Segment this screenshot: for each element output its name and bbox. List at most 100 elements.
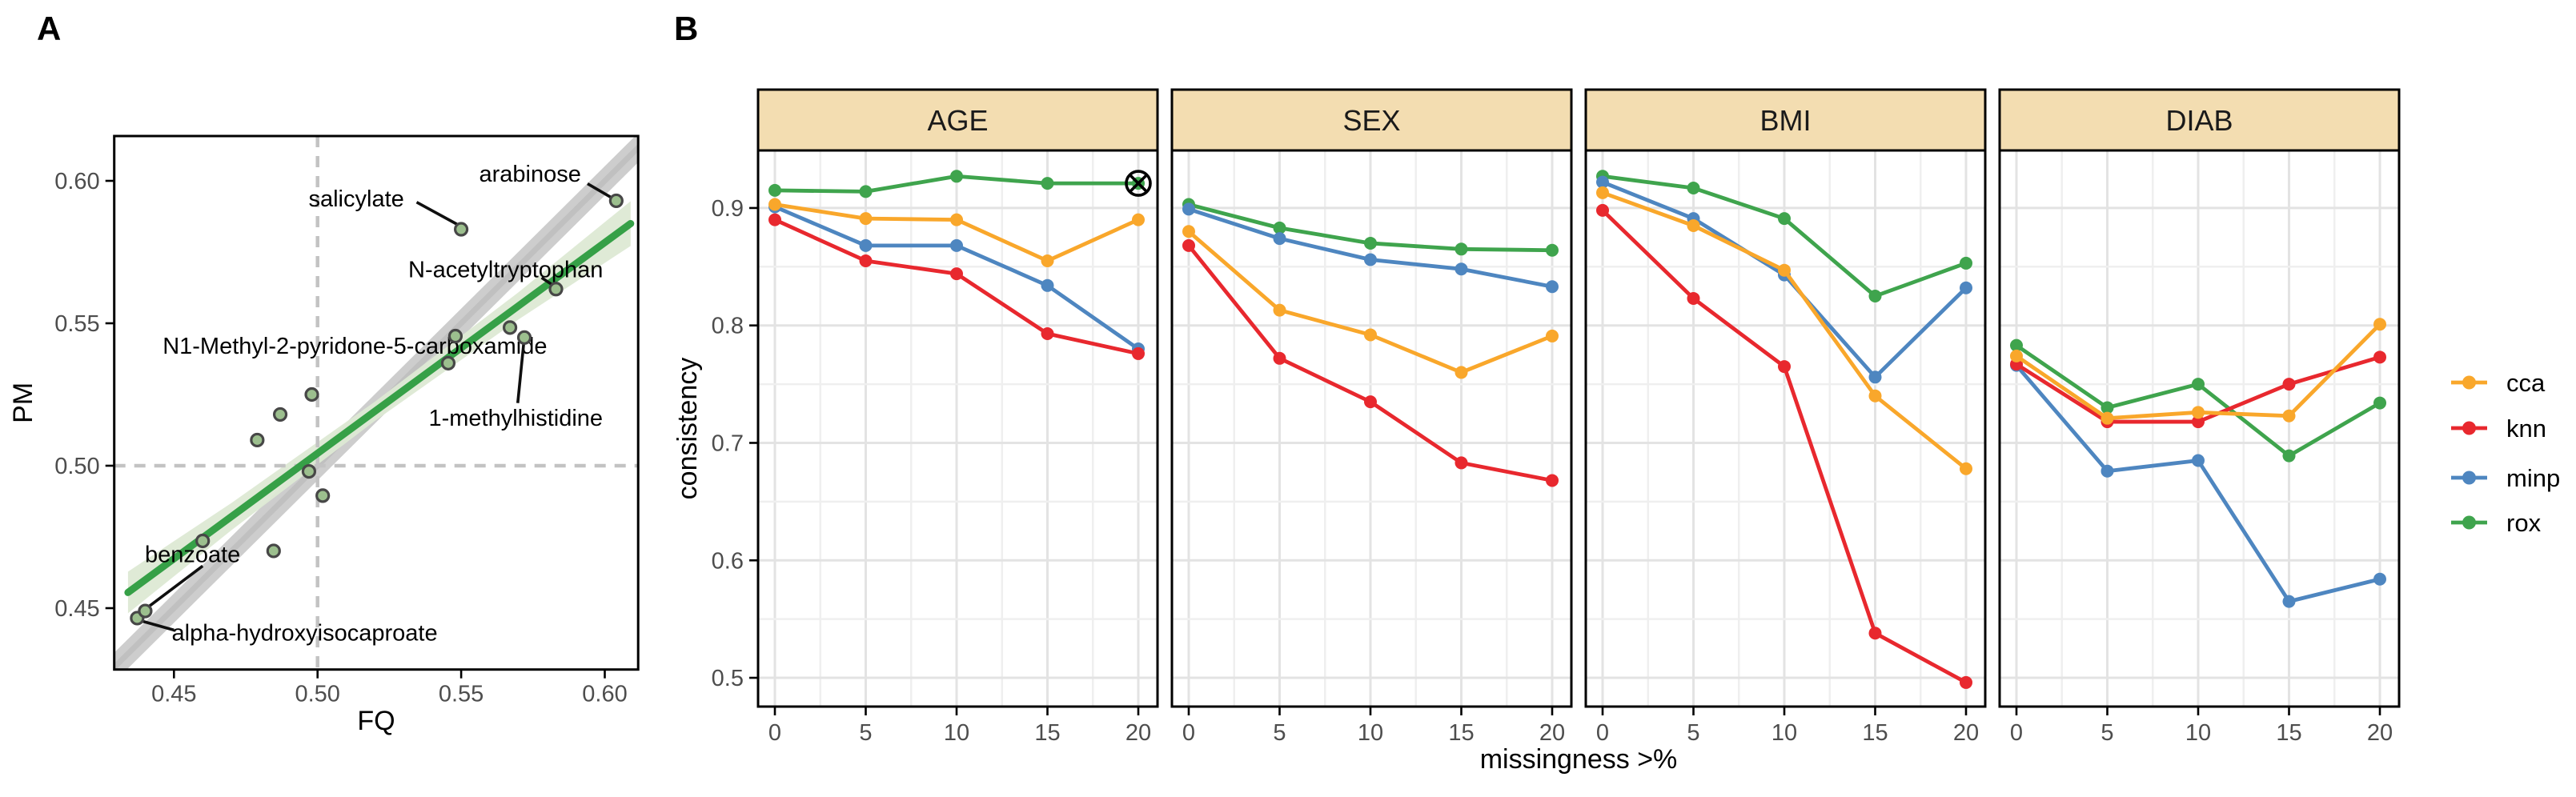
series-knn — [768, 213, 1145, 360]
series-point-cca — [1868, 389, 1882, 403]
series-point-minp — [1455, 262, 1468, 276]
facet-panel-border — [1584, 149, 1987, 708]
panel-b-letter: B — [674, 10, 699, 47]
series-point-cca — [1960, 462, 1972, 475]
series-point-rox — [1778, 212, 1791, 226]
data-point — [138, 603, 153, 619]
annotation-callout — [587, 182, 612, 199]
series-point-rox — [768, 183, 781, 197]
series-point-rox — [2192, 378, 2205, 391]
series-point-cca — [1546, 329, 1559, 342]
series-point-knn — [1273, 351, 1286, 365]
series-point-cca — [2192, 406, 2205, 419]
facet-panel-border — [756, 149, 1159, 708]
data-point — [453, 222, 469, 237]
series-point-cca — [1596, 186, 1609, 199]
panel-b-facet-lines: AGE 0 5 10 15 20 SEX 0 5 10 15 20 BMI 0 5 10 15 20 DIAB 0 5 1… — [672, 88, 2560, 775]
series-point-cca — [950, 213, 963, 226]
legend-label: knn — [2506, 415, 2546, 443]
series-point-knn — [1041, 326, 1054, 340]
y-tick-label: 0.5 — [712, 666, 744, 691]
series-knn — [1182, 238, 1559, 487]
series-point-minp — [1273, 232, 1286, 246]
series-point-rox — [2101, 401, 2114, 415]
x-tick-label: 0 — [768, 720, 781, 746]
x-tick-label: 15 — [1862, 720, 1888, 746]
y-tick-label: 0.45 — [54, 596, 99, 622]
annotation-label: arabinose — [479, 162, 581, 187]
legend-key-point — [2462, 421, 2476, 435]
legend: cca knn minp rox — [2451, 369, 2560, 537]
x-tick-label: 10 — [944, 720, 969, 746]
series-minp — [1182, 202, 1559, 294]
data-point — [250, 432, 265, 448]
series-point-minp — [2192, 454, 2205, 467]
facet-strip — [1584, 88, 1987, 152]
series-point-minp — [859, 238, 873, 252]
series-point-minp — [1182, 202, 1195, 216]
x-tick-label: 0.55 — [439, 682, 484, 707]
facet-panel-border — [1170, 149, 1573, 708]
series-point-cca — [1041, 254, 1054, 267]
x-tick-label: 5 — [2101, 720, 2113, 746]
x-tick-label: 15 — [2276, 720, 2301, 746]
data-point — [304, 386, 319, 403]
data-point — [608, 193, 624, 209]
data-point — [301, 464, 317, 479]
scatter-points — [130, 193, 624, 626]
facet-strip-label: BMI — [1759, 104, 1811, 137]
series-point-knn — [1455, 456, 1468, 470]
series-point-rox — [1960, 256, 1972, 270]
data-point — [502, 320, 518, 335]
x-tick-label: 20 — [1125, 720, 1151, 746]
facet-strip-label: DIAB — [2165, 104, 2233, 137]
series-point-knn — [1778, 360, 1791, 374]
x-tick-label: 0.45 — [151, 682, 196, 707]
series-point-knn — [1132, 346, 1145, 360]
series-cca — [768, 198, 1145, 267]
series-point-rox — [950, 170, 963, 183]
series-point-minp — [1960, 281, 1972, 294]
y-tick-label: 0.7 — [712, 431, 744, 456]
data-point — [266, 543, 281, 559]
x-tick-label: 5 — [1687, 720, 1699, 746]
series-point-rox — [1364, 236, 1377, 250]
facet-panel-border — [1998, 149, 2401, 708]
series-point-cca — [2101, 411, 2114, 425]
series-point-rox — [1546, 243, 1559, 257]
facet-age: AGE 0 5 10 15 20 — [756, 88, 1159, 746]
y-axis-title: PM — [8, 382, 38, 423]
legend-item-knn: knn — [2451, 415, 2546, 443]
facet-strip-label: AGE — [927, 104, 988, 137]
panel-a-scatter: salicylate arabinose N-acetyltryptophan N1-… — [8, 134, 640, 736]
series-point-cca — [768, 198, 781, 211]
series-knn — [2010, 350, 2386, 429]
series-point-minp — [2373, 572, 2386, 586]
facet-diab: DIAB 0 5 10 15 20 — [1998, 88, 2401, 746]
x-tick-label: 20 — [2367, 720, 2393, 746]
x-axis-title: FQ — [357, 706, 395, 736]
series-cca — [2010, 318, 2386, 425]
facet-sex: SEX 0 5 10 15 20 — [1170, 88, 1573, 746]
series-point-cca — [2282, 409, 2296, 423]
facet-strip-label: SEX — [1342, 104, 1400, 137]
x-tick-label: 15 — [1034, 720, 1060, 746]
special-circle-cross-marker — [1125, 170, 1152, 197]
series-point-cca — [2373, 318, 2386, 331]
annotation-label: alpha-hydroxyisocaproate — [172, 620, 438, 646]
series-point-knn — [1546, 474, 1559, 487]
y-tick-label: 0.6 — [712, 548, 744, 574]
legend-item-minp: minp — [2451, 464, 2560, 492]
annotation-callout — [148, 564, 204, 608]
series-point-minp — [1596, 175, 1609, 189]
series-point-minp — [1546, 280, 1559, 294]
annotation-label: benzoate — [145, 542, 240, 567]
data-point — [447, 328, 463, 344]
y-tick-label: 0.60 — [54, 169, 99, 194]
series-point-cca — [1364, 328, 1377, 342]
x-tick-label: 5 — [859, 720, 872, 746]
facet-strip — [756, 88, 1159, 152]
series-point-cca — [1273, 303, 1286, 317]
data-point — [440, 355, 456, 370]
